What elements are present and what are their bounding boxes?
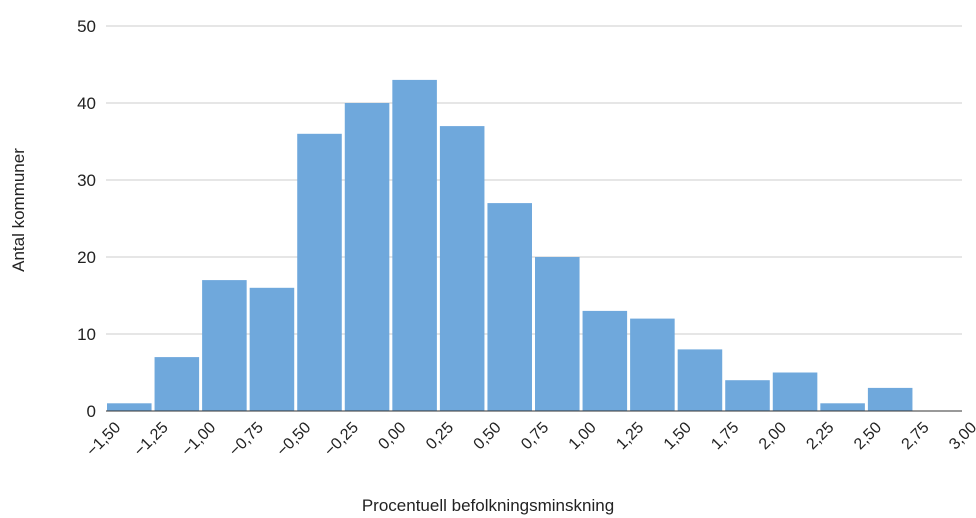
histogram-bar xyxy=(535,257,580,411)
x-tick-label: 1,75 xyxy=(708,419,742,453)
y-axis-label: Antal kommuner xyxy=(6,80,32,340)
x-tick-label: 0,50 xyxy=(471,419,505,453)
x-tick-label: −0,50 xyxy=(274,419,315,460)
y-tick-labels: 0 10 20 30 40 50 xyxy=(77,17,96,421)
histogram-bar xyxy=(154,357,200,411)
x-tick-labels: −1,50 −1,25 −1,00 −0,75 −0,50 −0,25 0,00 0,25 0,… xyxy=(84,419,976,460)
histogram-bar xyxy=(487,203,532,411)
x-tick-label: −1,25 xyxy=(131,419,172,460)
x-tick-label: −1,00 xyxy=(179,419,220,460)
histogram-bar xyxy=(297,133,342,412)
x-axis-label: Procentuell befolkningsminskning xyxy=(361,496,615,515)
gridlines xyxy=(106,25,962,335)
y-tick-label: 10 xyxy=(77,325,96,344)
histogram-bar xyxy=(820,403,865,411)
x-tick-label: −0,25 xyxy=(321,419,362,460)
x-tick-label: 1,00 xyxy=(566,419,600,453)
histogram-bar xyxy=(392,79,437,412)
histogram-bar xyxy=(249,287,295,411)
y-axis-label-text: Antal kommuner xyxy=(9,148,28,272)
x-tick-label: 2,00 xyxy=(756,419,790,453)
x-tick-label: 1,25 xyxy=(613,419,647,453)
y-tick-label: 30 xyxy=(77,171,96,190)
histogram-bar xyxy=(867,387,913,411)
histogram-bar xyxy=(677,349,723,411)
histogram-bar xyxy=(630,318,675,411)
x-tick-label: 0,25 xyxy=(423,419,457,453)
histogram-bar xyxy=(582,310,628,411)
x-tick-label: −0,75 xyxy=(226,419,267,460)
histogram-bar xyxy=(772,372,818,411)
histogram-bar xyxy=(344,103,390,411)
histogram-bar xyxy=(439,126,485,411)
x-tick-label: −1,50 xyxy=(84,419,125,460)
x-tick-label: 2,75 xyxy=(899,419,933,453)
x-tick-label: 0,00 xyxy=(375,419,409,453)
x-tick-label: 0,75 xyxy=(518,419,552,453)
x-tick-label: 3,00 xyxy=(946,419,976,453)
bars xyxy=(107,79,913,412)
x-tick-label: 1,50 xyxy=(661,419,695,453)
y-tick-label: 0 xyxy=(87,402,96,421)
histogram-bar xyxy=(107,403,152,411)
x-tick-label: 2,50 xyxy=(851,419,885,453)
y-tick-label: 50 xyxy=(77,17,96,36)
histogram-bar xyxy=(725,380,770,411)
y-tick-label: 20 xyxy=(77,248,96,267)
y-tick-label: 40 xyxy=(77,94,96,113)
x-tick-label: 2,25 xyxy=(803,419,837,453)
histogram-bar xyxy=(202,280,247,411)
